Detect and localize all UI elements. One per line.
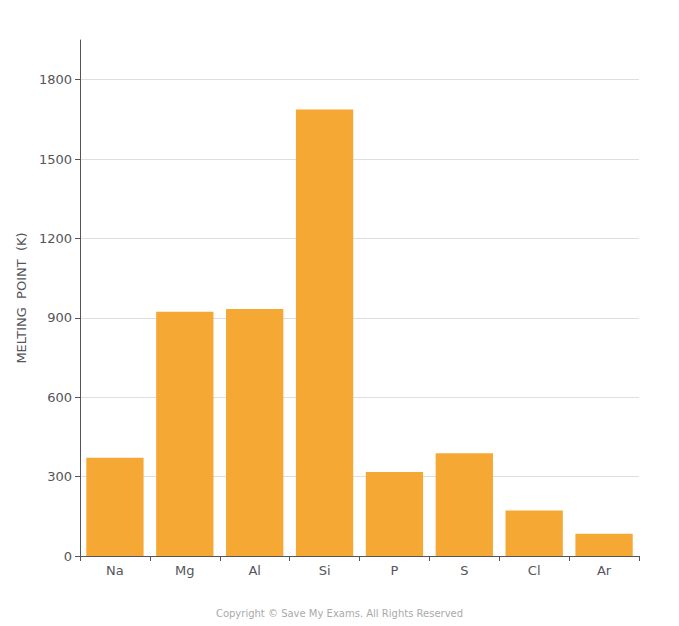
svg-text:0: 0 bbox=[64, 549, 72, 564]
svg-text:1500: 1500 bbox=[39, 152, 72, 167]
svg-text:Si: Si bbox=[319, 563, 331, 578]
svg-text:Na: Na bbox=[106, 563, 124, 578]
svg-text:P: P bbox=[391, 563, 399, 578]
svg-text:Ar: Ar bbox=[597, 563, 612, 578]
svg-text:600: 600 bbox=[47, 390, 72, 405]
svg-text:Al: Al bbox=[248, 563, 261, 578]
svg-text:S: S bbox=[460, 563, 468, 578]
svg-text:300: 300 bbox=[47, 469, 72, 484]
svg-text:900: 900 bbox=[47, 310, 72, 325]
svg-text:Mg: Mg bbox=[175, 563, 194, 578]
svg-text:MELTING POINT (K): MELTING POINT (K) bbox=[14, 232, 29, 363]
svg-text:1800: 1800 bbox=[39, 72, 72, 87]
svg-text:Cl: Cl bbox=[528, 563, 541, 578]
svg-text:Copyright © Save My Exams. All: Copyright © Save My Exams. All Rights Re… bbox=[216, 608, 463, 619]
svg-text:1200: 1200 bbox=[39, 231, 72, 246]
